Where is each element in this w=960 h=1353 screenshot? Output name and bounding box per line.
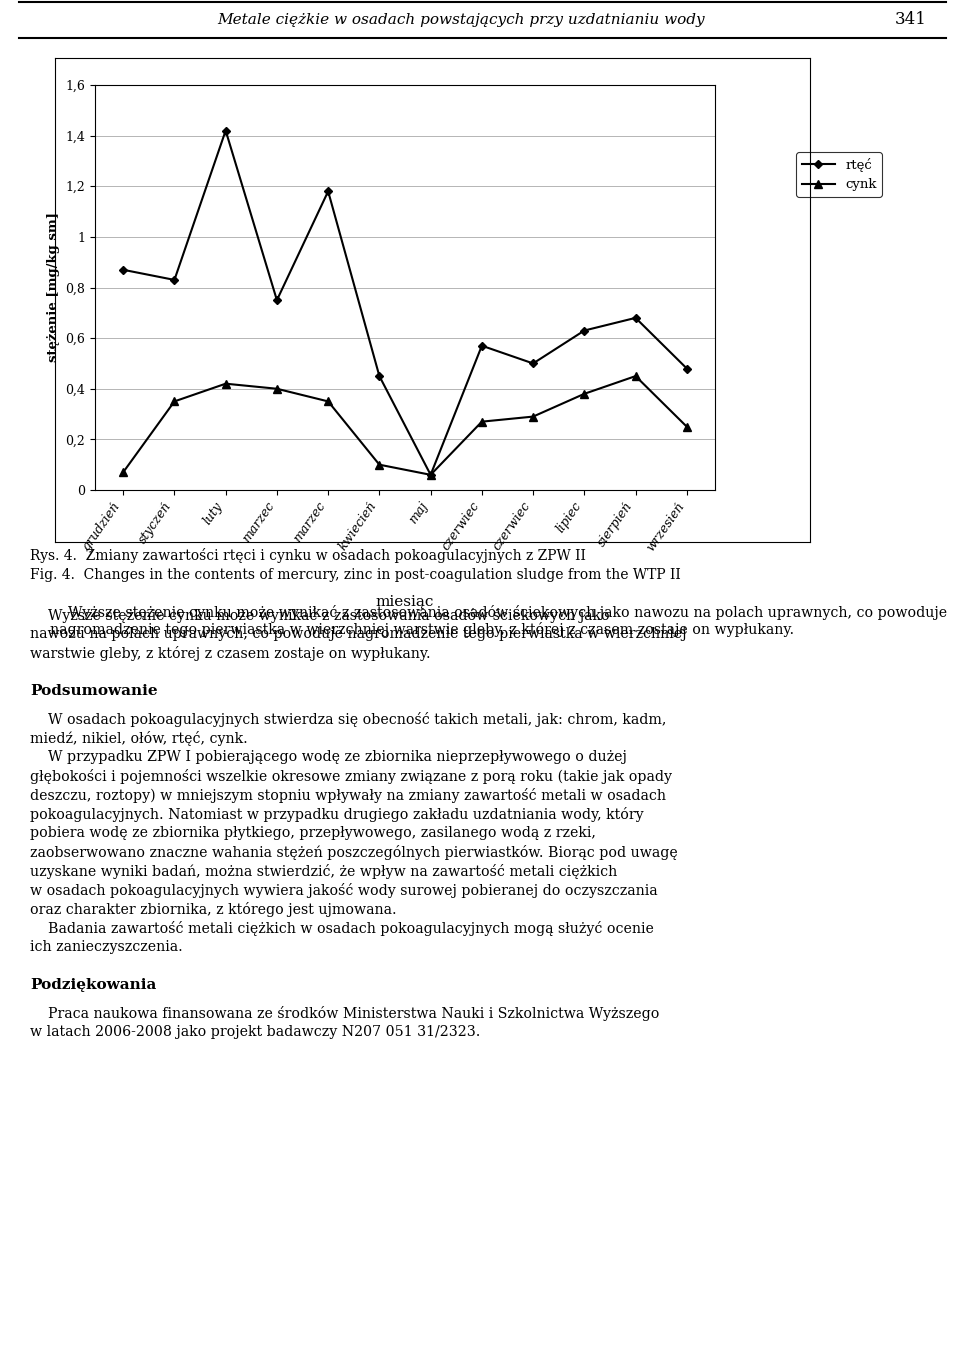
Text: uzyskane wyniki badań, można stwierdzić, że wpływ na zawartość metali ciężkich: uzyskane wyniki badań, można stwierdzić,… <box>30 865 617 879</box>
Text: Podziękowania: Podziękowania <box>30 978 156 992</box>
Text: ich zanieczyszczenia.: ich zanieczyszczenia. <box>30 940 182 954</box>
rtęć <box>630 310 641 326</box>
Text: Wyższe stężenie cynku może wynikać z zastosowania osadów ściekowych jako: Wyższe stężenie cynku może wynikać z zas… <box>30 607 610 622</box>
cynk <box>476 414 488 430</box>
Text: Praca naukowa finansowana ze środków Ministerstwa Nauki i Szkolnictwa Wyższego: Praca naukowa finansowana ze środków Min… <box>30 1007 660 1022</box>
Text: warstwie gleby, z której z czasem zostaje on wypłukany.: warstwie gleby, z której z czasem zostaj… <box>30 645 431 662</box>
cynk <box>425 467 437 483</box>
Text: Podsumowanie: Podsumowanie <box>30 685 157 698</box>
Text: W przypadku ZPW I pobierającego wodę ze zbiornika nieprzepływowego o dużej: W przypadku ZPW I pobierającego wodę ze … <box>30 750 627 764</box>
cynk <box>630 368 641 384</box>
rtęć <box>373 368 385 384</box>
Text: Rys. 4.  Zmiany zawartości rtęci i cynku w osadach pokoagulacyjnych z ZPW II: Rys. 4. Zmiany zawartości rtęci i cynku … <box>30 548 586 563</box>
Text: oraz charakter zbiornika, z którego jest ujmowana.: oraz charakter zbiornika, z którego jest… <box>30 902 396 917</box>
Line: cynk: cynk <box>119 372 691 479</box>
Text: zaobserwowano znaczne wahania stężeń poszczególnych pierwiastków. Biorąc pod uwa: zaobserwowano znaczne wahania stężeń pos… <box>30 846 678 861</box>
cynk <box>271 380 282 396</box>
Text: Metale ciężkie w osadach powstających przy uzdatnianiu wody: Metale ciężkie w osadach powstających pr… <box>217 14 705 27</box>
cynk <box>373 456 385 472</box>
Text: Fig. 4.  Changes in the contents of mercury, zinc in post-coagulation sludge fro: Fig. 4. Changes in the contents of mercu… <box>30 568 681 582</box>
rtęć <box>476 338 488 354</box>
X-axis label: miesiąc: miesiąc <box>375 595 434 609</box>
rtęć <box>681 360 692 376</box>
Text: nawozu na polach uprawnych, co powoduje nagromadzenie tego pierwiastka w wierzch: nawozu na polach uprawnych, co powoduje … <box>30 626 686 641</box>
rtęć <box>527 356 539 372</box>
cynk <box>527 409 539 425</box>
Text: W osadach pokoagulacyjnych stwierdza się obecność takich metali, jak: chrom, kad: W osadach pokoagulacyjnych stwierdza się… <box>30 712 666 727</box>
Text: głębokości i pojemności wszelkie okresowe zmiany związane z porą roku (takie jak: głębokości i pojemności wszelkie okresow… <box>30 769 672 783</box>
cynk <box>579 386 590 402</box>
Text: pokoagulacyjnych. Natomiast w przypadku drugiego zakładu uzdatniania wody, który: pokoagulacyjnych. Natomiast w przypadku … <box>30 806 643 823</box>
Text: pobiera wodę ze zbiornika płytkiego, przepływowego, zasilanego wodą z rzeki,: pobiera wodę ze zbiornika płytkiego, prz… <box>30 825 596 840</box>
Y-axis label: stężenie [mg/kg sm]: stężenie [mg/kg sm] <box>47 212 60 363</box>
cynk <box>169 394 180 410</box>
rtęć <box>169 272 180 288</box>
cynk <box>323 394 334 410</box>
Text: w osadach pokoagulacyjnych wywiera jakość wody surowej pobieranej do oczyszczani: w osadach pokoagulacyjnych wywiera jakoś… <box>30 884 658 898</box>
Text: miedź, nikiel, ołów, rtęć, cynk.: miedź, nikiel, ołów, rtęć, cynk. <box>30 731 248 746</box>
cynk <box>681 418 692 434</box>
Legend: rtęć, cynk: rtęć, cynk <box>797 153 882 196</box>
rtęć <box>579 322 590 338</box>
rtęć <box>323 183 334 199</box>
Line: rtęć: rtęć <box>120 127 690 478</box>
Text: Wyższe stężenie cynku może wynikać z zastosowania osadów ściekowych jako nawozu : Wyższe stężenie cynku może wynikać z zas… <box>50 605 948 637</box>
rtęć <box>271 292 282 308</box>
cynk <box>220 376 231 392</box>
cynk <box>117 464 129 480</box>
rtęć <box>117 261 129 277</box>
rtęć <box>425 467 437 483</box>
rtęć <box>220 122 231 138</box>
Text: Badania zawartość metali ciężkich w osadach pokoagulacyjnych mogą służyć ocenie: Badania zawartość metali ciężkich w osad… <box>30 921 654 936</box>
Text: 341: 341 <box>895 11 926 28</box>
Text: w latach 2006-2008 jako projekt badawczy N207 051 31/2323.: w latach 2006-2008 jako projekt badawczy… <box>30 1026 480 1039</box>
Text: deszczu, roztopy) w mniejszym stopniu wpływały na zmiany zawartość metali w osad: deszczu, roztopy) w mniejszym stopniu wp… <box>30 787 666 802</box>
